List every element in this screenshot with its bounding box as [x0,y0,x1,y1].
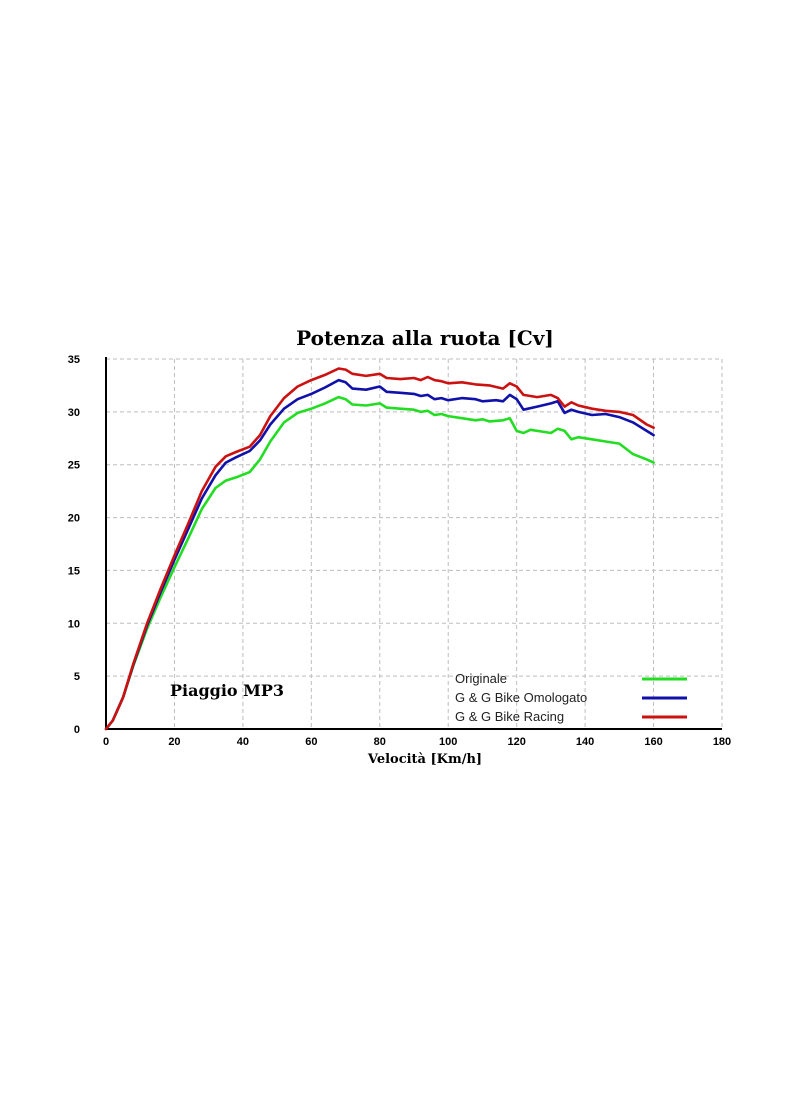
chart-title: Potenza alla ruota [Cv] [296,326,554,350]
axes [105,357,722,730]
y-tick-label: 5 [74,671,80,683]
legend: Originale G & G Bike Omologato G & G Bike … [455,671,687,724]
y-tick-label: 15 [68,565,80,577]
x-tick-label: 100 [439,736,457,748]
y-tick-label: 35 [68,354,80,366]
y-tick-label: 20 [68,513,80,525]
x-axis-label: Velocità [Km/h] [367,752,482,767]
legend-label: G & G Bike Racing [455,709,564,724]
series-line-1 [104,395,655,731]
series-line-2 [104,378,655,731]
data-series [104,367,655,731]
x-tick-label: 80 [374,736,386,748]
x-tick-label: 140 [576,736,594,748]
y-tick-label: 0 [74,724,80,736]
legend-label: Originale [455,671,507,686]
x-tick-label: 0 [103,736,109,748]
x-tick-label: 60 [305,736,317,748]
tick-labels: 0 5 10 15 20 25 30 35 0 20 40 60 80 100 120 140 160 180 [68,354,731,748]
x-tick-label: 180 [713,736,731,748]
legend-label: G & G Bike Omologato [455,690,587,705]
vehicle-annotation: Piaggio MP3 [170,681,284,700]
y-tick-label: 10 [68,618,80,630]
x-tick-label: 20 [168,736,180,748]
y-tick-label: 30 [68,407,80,419]
y-tick-label: 25 [68,460,80,472]
series-line-3 [104,367,655,731]
x-tick-label: 120 [507,736,525,748]
x-tick-label: 160 [644,736,662,748]
grid-lines [106,358,723,729]
x-tick-label: 40 [237,736,249,748]
